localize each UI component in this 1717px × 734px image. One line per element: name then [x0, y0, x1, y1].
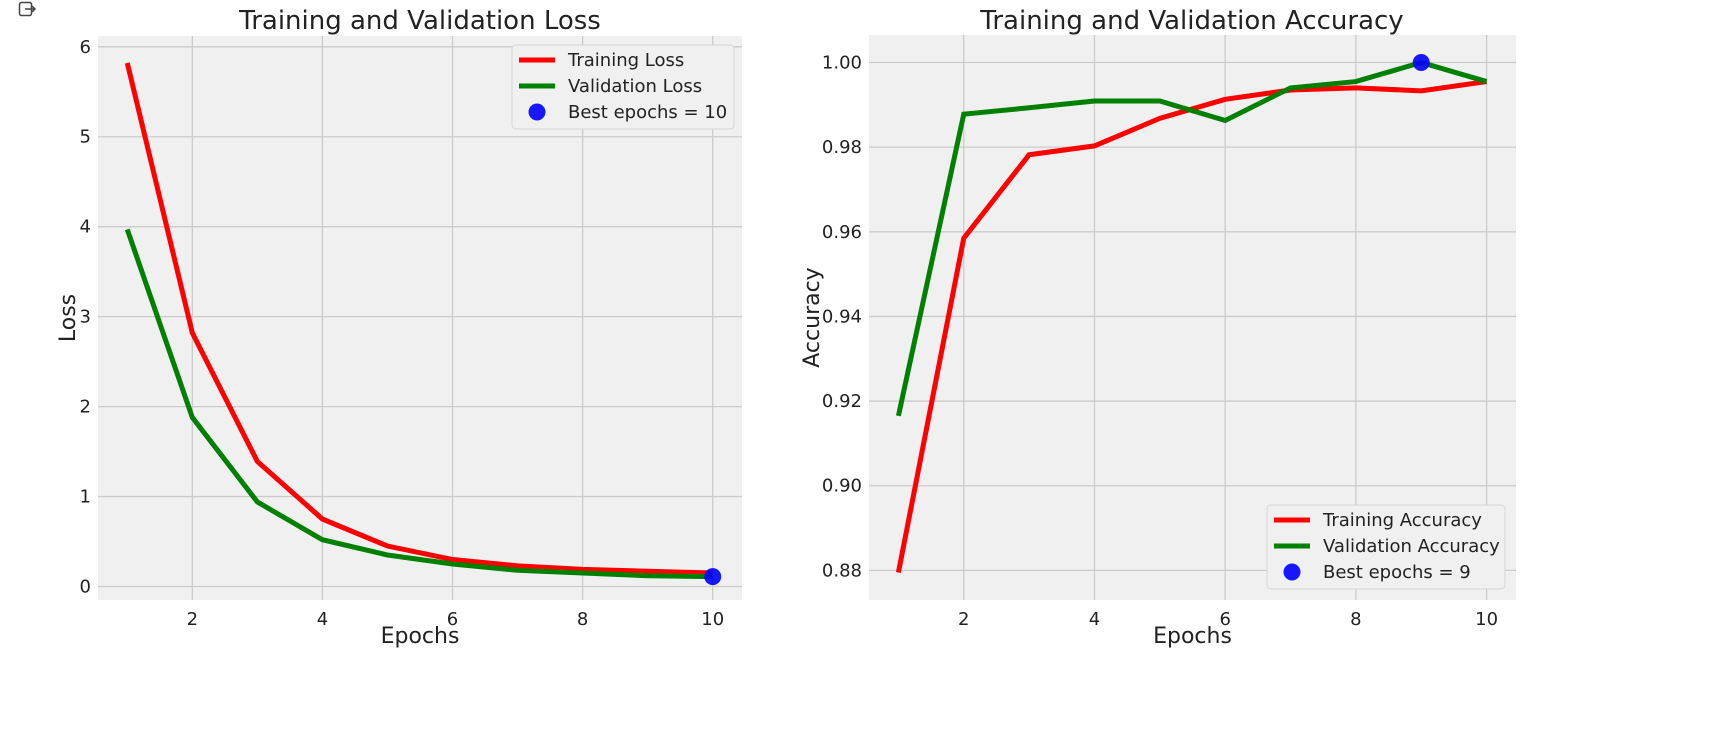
loss-y-axis-label: Loss — [56, 294, 81, 342]
loss-x-tick-label: 4 — [317, 609, 328, 630]
loss-series-training-line — [124, 62, 713, 576]
loss-y-tick-label: 2 — [80, 397, 91, 418]
accuracy-y-tick-label: 0.92 — [822, 391, 862, 412]
accuracy-chart: 2 4 6 8 10 0.88 0.90 0.92 0.94 0.96 0.98 1.00 Traini… — [800, 6, 1516, 649]
output-expand-icon[interactable] — [18, 0, 38, 20]
accuracy-best-epoch-marker — [1412, 54, 1430, 72]
accuracy-y-tick-label: 1.00 — [822, 53, 862, 74]
loss-legend: Training Loss Validation Loss Best epochs … — [511, 44, 735, 130]
loss-legend-label-best: Best epochs = 10 — [568, 102, 727, 123]
loss-y-tick-label: 0 — [80, 577, 91, 598]
accuracy-x-tick-label: 4 — [1089, 609, 1100, 630]
accuracy-series-validation-line — [895, 59, 1488, 417]
accuracy-x-tick-label: 8 — [1350, 609, 1361, 630]
accuracy-legend-label-validation: Validation Accuracy — [1323, 536, 1500, 557]
accuracy-y-tick-label: 0.96 — [822, 222, 862, 243]
loss-best-epoch-marker — [704, 568, 722, 586]
accuracy-legend: Training Accuracy Validation Accuracy Best… — [1266, 504, 1506, 590]
loss-y-tick-label: 1 — [80, 487, 91, 508]
loss-chart-title: Training and Validation Loss — [238, 6, 601, 36]
loss-legend-label-validation: Validation Loss — [568, 76, 702, 97]
accuracy-chart-title: Training and Validation Accuracy — [979, 6, 1403, 36]
loss-series-validation-line — [124, 228, 713, 580]
loss-x-tick-label: 6 — [447, 609, 458, 630]
accuracy-x-tick-label: 2 — [958, 609, 969, 630]
loss-x-tick-label: 10 — [701, 609, 724, 630]
loss-y-tick-label: 3 — [80, 307, 91, 328]
loss-legend-swatch-best — [528, 103, 546, 121]
loss-y-tick-label: 4 — [80, 217, 91, 238]
loss-plot-area — [98, 36, 742, 600]
accuracy-x-tick-label: 10 — [1475, 609, 1498, 630]
output-expand-icon-glyph — [18, 1, 37, 17]
accuracy-x-tick-label: 6 — [1219, 609, 1230, 630]
loss-x-axis-label: Epochs — [381, 624, 460, 649]
loss-x-tick-label: 8 — [577, 609, 588, 630]
accuracy-legend-swatch-best — [1283, 563, 1301, 581]
accuracy-legend-box — [1266, 504, 1506, 590]
loss-y-tick-label: 5 — [80, 127, 91, 148]
accuracy-y-tick-label: 0.94 — [822, 306, 862, 327]
accuracy-legend-label-training: Training Accuracy — [1322, 510, 1482, 531]
loss-legend-label-training: Training Loss — [567, 50, 684, 71]
accuracy-y-tick-label: 0.98 — [822, 137, 862, 158]
loss-y-tick-label: 6 — [80, 37, 91, 58]
accuracy-x-axis-label: Epochs — [1153, 624, 1232, 649]
loss-chart: 2 4 6 8 10 0 1 2 3 4 5 6 Training and Validation Los… — [56, 6, 742, 649]
accuracy-y-tick-label: 0.90 — [822, 476, 862, 497]
loss-legend-box — [511, 44, 735, 130]
loss-x-tick-label: 2 — [187, 609, 198, 630]
accuracy-y-axis-label: Accuracy — [800, 267, 825, 367]
accuracy-y-tick-label: 0.88 — [822, 560, 862, 581]
accuracy-legend-label-best: Best epochs = 9 — [1323, 562, 1471, 583]
